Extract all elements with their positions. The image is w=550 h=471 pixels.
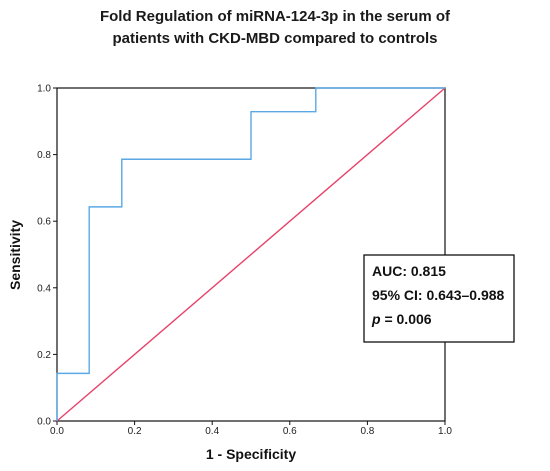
ci-value: 95% CI: 0.643–0.988 — [372, 287, 505, 303]
roc-curve-line — [56, 87, 445, 421]
p-value-text: = 0.006 — [381, 311, 432, 327]
series-layer — [56, 87, 446, 422]
y-tick-label: 0.2 — [37, 350, 51, 361]
y-tick-label: 0.8 — [37, 150, 51, 161]
y-axis-label: Sensitivity — [7, 220, 23, 290]
x-tick-label: 0.4 — [205, 426, 219, 437]
p-value-letter: p — [371, 311, 381, 327]
reference-diagonal-line — [56, 87, 446, 422]
x-axis-ticks: 0.0 0.2 0.4 0.6 0.8 1.0 — [50, 421, 452, 437]
x-tick-label: 0.8 — [360, 426, 374, 437]
x-tick-label: 0.2 — [128, 426, 142, 437]
x-tick-label: 1.0 — [438, 426, 452, 437]
x-tick-label: 0.0 — [50, 426, 64, 437]
y-tick-label: 1.0 — [37, 84, 51, 95]
chart-title-line-1: Fold Regulation of miRNA-124-3p in the s… — [99, 8, 451, 25]
stats-box: AUC: 0.815 95% CI: 0.643–0.988 p = 0.006 — [363, 254, 515, 343]
y-tick-label: 0.6 — [37, 217, 51, 228]
y-tick-label: 0.4 — [37, 283, 51, 294]
auc-value: AUC: 0.815 — [372, 263, 446, 279]
y-tick-label: 0.0 — [37, 417, 51, 428]
chart-title-line-2: patients with CKD-MBD compared to contro… — [112, 30, 438, 47]
p-value: p = 0.006 — [371, 311, 432, 327]
x-axis-label: 1 - Specificity — [206, 446, 296, 462]
chart-title: Fold Regulation of miRNA-124-3p in the s… — [0, 6, 550, 50]
stats-box-frame — [363, 254, 515, 343]
y-axis-ticks: 0.0 0.2 0.4 0.6 0.8 1.0 — [37, 84, 57, 428]
x-tick-label: 0.6 — [283, 426, 297, 437]
